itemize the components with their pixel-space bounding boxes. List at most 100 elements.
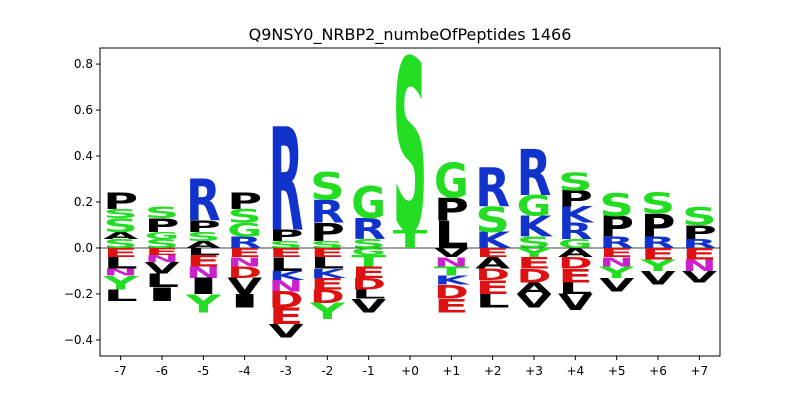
logo-letter-S: S [227, 205, 262, 227]
logo-letter-P: P [558, 186, 593, 212]
logo-letter-D: D [558, 255, 593, 273]
logo-letter-S: S [351, 237, 386, 252]
logo-letter-N: N [227, 255, 262, 269]
logo-letter-Y: Y [598, 264, 636, 282]
x-tick-label: +3 [525, 364, 543, 378]
logo-letter-S: S [599, 186, 634, 223]
logo-letter-N: N [103, 267, 138, 278]
logo-letter-V: V [558, 290, 594, 315]
x-tick-label: +0 [401, 364, 419, 378]
x-tick-label: -7 [115, 364, 127, 378]
logo-letter-K: K [517, 210, 554, 243]
logo-letter-E: E [103, 245, 138, 260]
logo-letter-Y: Y [309, 299, 346, 325]
x-tick-label: -4 [239, 364, 251, 378]
x-tick-label: -1 [363, 364, 375, 378]
logo-letter-D: D [475, 266, 510, 284]
logo-letter-K: K [558, 203, 595, 228]
x-tick-label: +7 [690, 364, 708, 378]
logo-letter-Y: Y [639, 257, 677, 275]
logo-letter-E: E [310, 275, 345, 293]
logo-letter-S: S [682, 202, 717, 231]
logo-letter-L: L [310, 254, 345, 272]
x-axis: -7 -6 -5 -4 -3 -2 -1 +0 +1 +2 +3 +4 +5 +6 +7 [115, 356, 708, 378]
logo-letter-S: S [103, 207, 138, 222]
logo-letter-S: S [269, 240, 304, 251]
logo-letter-N: N [145, 253, 180, 264]
logo-letter-S: S [310, 240, 345, 251]
logo-letter-E: E [682, 245, 717, 263]
logo-letter-G: G [351, 247, 386, 258]
logo-letter-P: P [310, 218, 345, 247]
logo-letter-A: A [475, 254, 510, 272]
logo-letter-P: P [641, 208, 676, 245]
logo-letter-E: E [269, 245, 304, 260]
logo-letter-E: E [517, 254, 552, 272]
logo-letter-L: L [145, 269, 180, 291]
x-tick-label: +6 [649, 364, 667, 378]
plot-area: SASSPELNYLSGPSENVLIASPRLENIYRGSPENDVISPR… [99, 12, 721, 357]
logo-letter-S: S [103, 237, 138, 252]
logo-letter-L: L [269, 253, 304, 275]
logo-letter-T: T [393, 225, 429, 254]
logo-letter-V: V [517, 291, 552, 313]
y-tick-label: 0.4 [74, 149, 93, 163]
y-tick-label: −0.4 [64, 333, 93, 347]
logo-letter-R: R [599, 234, 634, 252]
logo-letter-E: E [434, 295, 469, 317]
x-tick-label: -5 [197, 364, 209, 378]
x-tick-label: +1 [442, 364, 460, 378]
logo-letter-G: G [351, 178, 386, 229]
logo-letter-S: S [186, 230, 221, 245]
logo-letter-E: E [269, 304, 304, 329]
logo-letter-I: I [227, 290, 262, 312]
logo-letter-P: P [599, 211, 634, 244]
logo-letter-Y: Y [185, 289, 223, 318]
x-tick-label: -2 [321, 364, 333, 378]
logo-letter-A: A [517, 279, 552, 297]
logo-letter-L: L [186, 246, 221, 257]
logo-letter-E: E [475, 245, 510, 260]
logo-letter-D: D [517, 265, 552, 287]
logo-letter-R: R [227, 234, 262, 252]
logo-letter-G: G [434, 153, 469, 209]
logo-letter-E: E [558, 265, 593, 287]
logo-letter-I: I [145, 283, 180, 305]
logo-letter-V: V [227, 274, 263, 299]
logo-letter-R: R [475, 157, 510, 220]
logo-letter-R: R [517, 136, 552, 210]
y-tick-label: 0.2 [74, 195, 93, 209]
logo-letter-E: E [227, 245, 262, 260]
logo-letter-N: N [599, 255, 634, 269]
logo-letter-S: S [145, 204, 180, 222]
chart-title: Q9NSY0_NRBP2_numbeOfPeptides 1466 [249, 25, 572, 45]
logo-letter-V: V [269, 321, 304, 343]
logo-letter-K: K [475, 228, 512, 253]
logo-letter-L: L [103, 287, 138, 305]
logo-letter-P: P [103, 189, 138, 215]
logo-letter-K: K [310, 266, 347, 281]
y-tick-label: 0.8 [74, 57, 93, 71]
logo-letter-S: S [145, 237, 180, 252]
logo-letter-G: G [558, 237, 593, 252]
logo-letter-V: V [434, 245, 469, 260]
logo-letter-L: L [558, 280, 593, 298]
logo-letter-P: P [227, 189, 262, 215]
logo-letter-Y: Y [102, 272, 139, 294]
logo-letter-P: P [682, 221, 717, 243]
logo-letter-D: D [269, 287, 304, 313]
x-tick-label: +2 [484, 364, 502, 378]
logo-letter-P: P [434, 192, 469, 229]
logo-letter-R: R [641, 234, 676, 252]
y-tick-label: 0.0 [74, 241, 93, 255]
logo-letter-E: E [351, 263, 386, 281]
logo-letter-G: G [227, 219, 262, 241]
logo-letter-D: D [310, 286, 345, 308]
logo-letter-E: E [641, 245, 676, 263]
